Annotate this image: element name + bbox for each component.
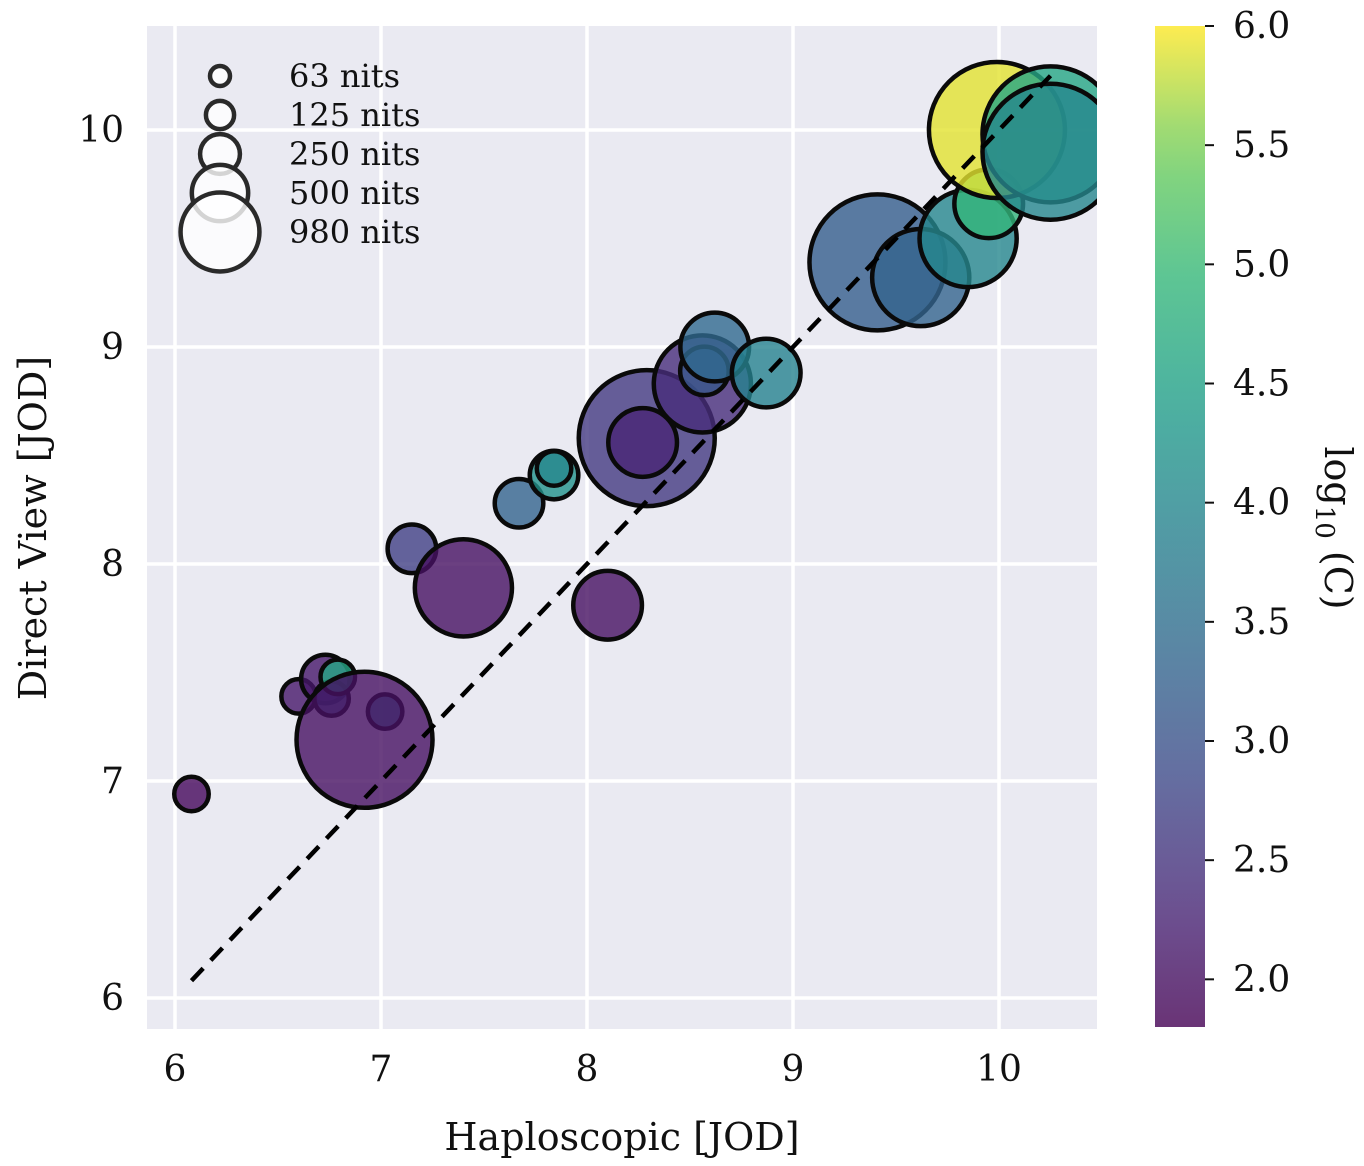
colorbar <box>1155 26 1205 1027</box>
legend-marker <box>207 63 233 89</box>
data-points <box>171 59 1097 814</box>
data-point <box>606 405 680 480</box>
colorbar-tick-label: 4.0 <box>1233 483 1290 524</box>
x-tick-label: 8 <box>576 1049 599 1090</box>
legend-label: 980 nits <box>289 213 420 251</box>
x-tick-label: 10 <box>976 1049 1022 1090</box>
data-point <box>412 537 515 639</box>
x-tick-label: 7 <box>370 1049 393 1090</box>
y-tick-label: 7 <box>101 761 124 802</box>
legend-marker <box>178 190 262 274</box>
y-tick-label: 10 <box>78 110 124 151</box>
y-axis-ticks: 6 7 8 9 10 <box>78 110 124 1019</box>
colorbar-label-prefix: log <box>1316 446 1360 505</box>
colorbar-label-subscript: 10 <box>1309 506 1339 539</box>
colorbar-tick-label: 2.5 <box>1233 840 1290 881</box>
data-point <box>294 669 435 811</box>
colorbar-tick-label: 2.0 <box>1233 959 1290 1000</box>
reference-line-group <box>189 74 1053 983</box>
y-tick-label: 6 <box>101 978 124 1019</box>
x-tick-label: 9 <box>782 1049 805 1090</box>
x-axis-ticks: 6 7 8 9 10 <box>164 1049 1022 1090</box>
x-axis-label: Haploscopic [JOD] <box>444 1115 799 1159</box>
colorbar-tick-label: 5.5 <box>1233 125 1290 166</box>
colorbar-ticks: 2.0 2.5 3.0 3.5 4.0 4.5 5.0 5.5 6.0 <box>1205 6 1290 1000</box>
colorbar-tick-label: 5.0 <box>1233 244 1290 285</box>
colorbar-label: log10 (C) <box>1309 446 1360 609</box>
y-tick-label: 9 <box>101 327 124 368</box>
legend-label: 250 nits <box>289 135 420 173</box>
colorbar-tick-label: 6.0 <box>1233 6 1290 47</box>
data-point <box>534 449 574 489</box>
data-point <box>492 476 546 530</box>
legend-marker <box>203 98 237 132</box>
legend-label: 500 nits <box>289 174 420 212</box>
legend-label: 125 nits <box>289 96 420 134</box>
colorbar-tick-label: 3.0 <box>1233 721 1290 762</box>
colorbar-tick-label: 3.5 <box>1233 602 1290 643</box>
reference-line <box>189 74 1053 983</box>
y-axis-label: Direct View [JOD] <box>11 356 55 700</box>
data-point <box>171 774 211 814</box>
legend-label: 63 nits <box>289 57 400 95</box>
data-point <box>980 81 1097 222</box>
colorbar-label-suffix: (C) <box>1316 539 1360 610</box>
y-tick-label: 8 <box>101 544 124 585</box>
x-tick-label: 6 <box>164 1049 187 1090</box>
colorbar-tick-label: 4.5 <box>1233 364 1290 405</box>
data-point <box>571 568 645 642</box>
